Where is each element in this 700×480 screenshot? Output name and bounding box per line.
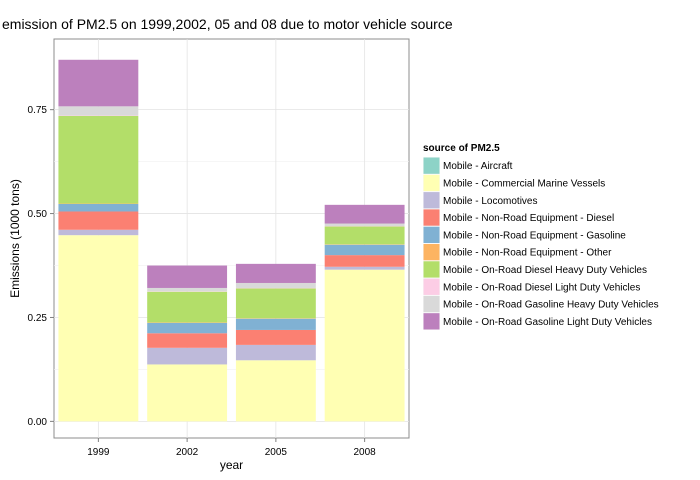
bar-segment	[235, 329, 316, 345]
legend-label: Mobile - Locomotives	[443, 196, 537, 207]
x-axis-title: year	[220, 458, 243, 472]
legend-label: Mobile - Non-Road Equipment - Other	[443, 248, 612, 259]
x-tick-label: 1999	[87, 447, 110, 458]
bar-segment	[58, 115, 139, 204]
bar-segment	[324, 269, 405, 422]
bar-segment	[235, 344, 316, 361]
bar-segment	[147, 364, 228, 422]
bar-segment	[324, 204, 405, 224]
y-tick-label: 0.00	[28, 417, 48, 428]
bar-segment	[235, 360, 316, 422]
bar-segment	[58, 59, 139, 107]
legend-label: Mobile - Non-Road Equipment - Gasoline	[443, 230, 626, 241]
bar-segment	[324, 255, 405, 267]
legend-label: Mobile - On-Road Diesel Light Duty Vehic…	[443, 282, 640, 293]
legend-label: Mobile - On-Road Gasoline Light Duty Veh…	[443, 317, 652, 328]
bar-segment	[58, 204, 139, 212]
bar-segment	[147, 322, 228, 334]
legend-swatch	[423, 295, 440, 313]
legend-swatch	[423, 174, 440, 192]
y-axis-title: Emissions (1000 tons)	[8, 179, 22, 298]
bar-segment	[147, 265, 228, 288]
x-tick-label: 2005	[265, 447, 288, 458]
bar-segment	[235, 318, 316, 330]
legend-label: Mobile - Non-Road Equipment - Diesel	[443, 213, 614, 224]
legend-label: Mobile - Commercial Marine Vessels	[443, 178, 605, 189]
bar-segment	[324, 244, 405, 256]
legend-swatch	[423, 157, 440, 174]
bar-segment	[324, 266, 405, 270]
legend-label: Mobile - Aircraft	[443, 161, 513, 172]
bar-segment	[147, 291, 228, 323]
bar-segment	[324, 223, 405, 227]
legend-swatch	[423, 278, 440, 295]
bar-segment	[58, 106, 139, 116]
bar-segment	[235, 282, 316, 288]
bar-segment	[58, 211, 139, 230]
bar-segment	[147, 333, 228, 348]
y-tick-label: 0.50	[28, 209, 48, 220]
legend-swatch	[423, 209, 440, 226]
x-tick-label: 2002	[176, 447, 199, 458]
legend-swatch	[423, 313, 440, 330]
bars	[58, 59, 405, 422]
legend: source of PM2.5 Mobile - Aircraft Mobile …	[422, 143, 659, 331]
x-axis: 1999 2002 2005 2008	[87, 438, 376, 458]
legend-swatch	[423, 226, 440, 243]
bar-segment	[235, 263, 316, 283]
legend-swatch	[423, 261, 440, 278]
bar-segment	[58, 235, 139, 422]
legend-title: source of PM2.5	[423, 143, 500, 154]
chart-title: emission of PM2.5 on 1999,2002, 05 and 0…	[2, 16, 453, 32]
y-tick-label: 0.75	[28, 105, 48, 116]
y-axis: 0.00 0.25 0.50 0.75	[28, 105, 54, 428]
y-tick-label: 0.25	[28, 313, 48, 324]
bar-segment	[58, 229, 139, 236]
bar-segment	[235, 288, 316, 319]
bar-segment	[324, 226, 405, 245]
legend-swatch	[423, 244, 440, 261]
legend-label: Mobile - On-Road Gasoline Heavy Duty Veh…	[443, 300, 659, 311]
x-tick-label: 2008	[354, 447, 377, 458]
bar-segment	[147, 347, 228, 365]
bar-segment	[147, 287, 228, 292]
legend-label: Mobile - On-Road Diesel Heavy Duty Vehic…	[443, 265, 647, 276]
legend-swatch	[423, 192, 440, 209]
